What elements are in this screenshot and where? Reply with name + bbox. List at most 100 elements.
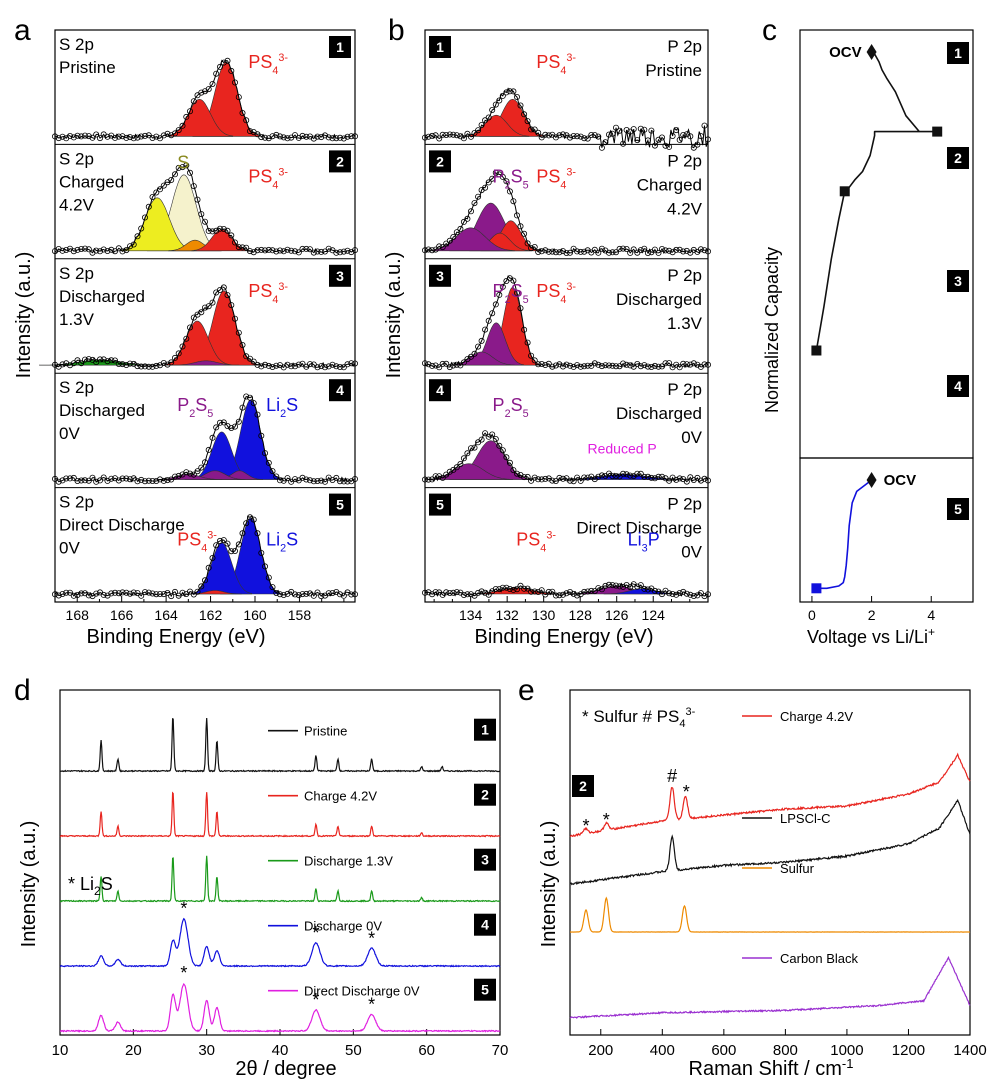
panel-a-spectrum-2-point	[175, 164, 182, 171]
panel-a-spectrum-5-point	[141, 589, 148, 596]
panel-a-spectrum-2-point	[303, 245, 310, 252]
panel-a-frame	[54, 29, 356, 603]
panel-a-spectrum-3-point	[344, 361, 351, 368]
panel-a-spectrum-5-point	[153, 591, 160, 598]
panel-a-spectrum-1-point	[269, 133, 276, 140]
panel-b-spectrum-5-point	[485, 591, 492, 598]
panel-b-spectrum-3-point	[425, 361, 432, 368]
panel-b-spectrum-5-point	[690, 593, 697, 600]
panel-b-spectrum-1-point	[598, 144, 605, 151]
panel-a-spectrum-4-point	[55, 478, 62, 485]
panel-b-spectrum-1-point	[584, 135, 591, 142]
panel-b-xtick-label: 128	[569, 607, 593, 623]
panel-e-mark-star: *	[683, 782, 690, 802]
panel-a-spectrum-3-point	[85, 356, 92, 363]
panel-b-spectrum-5-point	[634, 583, 641, 590]
panel-b-spectrum-1-point	[450, 131, 457, 138]
panel-b-spectrum-1-point	[443, 131, 450, 138]
panel-b-spectrum-3-point	[591, 360, 598, 367]
panel-b-spectrum-2-point	[524, 240, 531, 247]
panel-d-series-4-star: *	[312, 923, 319, 943]
panel-a-spectrum-2-point	[190, 183, 197, 190]
panel-b-spectrum-5-point	[478, 588, 485, 595]
panel-a-spectrum-1-point	[160, 132, 167, 139]
panel-e-xtick-label: 200	[588, 1042, 613, 1059]
panel-b-spectrum-1-point	[623, 127, 630, 134]
panel-e-xtick-label: 800	[773, 1042, 798, 1059]
panel-a-spectrum-5-point	[119, 589, 126, 596]
panel-b-spectrum-2-point	[485, 179, 492, 186]
panel-b-spectrum-2-point	[666, 247, 673, 254]
panel-c-ocv-label-lower: OCV	[884, 472, 917, 489]
panel-b-spectrum-4-point	[623, 471, 630, 478]
panel-a-spectrum-4-point	[303, 476, 310, 483]
panel-b-spectrum-1-envelope	[425, 87, 709, 149]
panel-a-spectrum-3-point	[63, 360, 70, 367]
panel-b-badge-2: 2	[436, 153, 444, 169]
panel-b-spectrum-2-point	[453, 229, 460, 236]
panel-b-spectrum-2-point	[467, 208, 474, 215]
panel-b-spectrum-1-point	[567, 134, 574, 141]
panel-b-spectrum-5-point	[574, 592, 581, 599]
panel-b-spectrum-4-point	[676, 475, 683, 482]
panel-a-spectrum-3-point	[261, 361, 268, 368]
panel-b-spectrum-1-point	[460, 135, 467, 142]
panel-a-spectrum-5-point	[123, 589, 130, 596]
panel-a-spectrum-5-point	[228, 548, 235, 555]
panel-b-spectrum-5-point	[460, 592, 467, 599]
panel-b-spectrum-1-point	[432, 132, 439, 139]
panel-a-spectrum-1-point	[168, 132, 175, 139]
panel-b-spectrum-3-point	[574, 362, 581, 369]
panel-b-spectrum-5-point	[552, 592, 559, 599]
panel-a-spectrum-3-point	[82, 356, 89, 363]
panel-b-spectrum-3-point	[602, 362, 609, 369]
panel-d-xtick-label: 70	[492, 1042, 509, 1059]
panel-a-spectrum-3-point	[153, 362, 160, 369]
panel-b-spectrum-5-point	[560, 591, 567, 598]
panel-a-spectrum-1-point	[55, 135, 62, 142]
panel-b-xtick-label: 126	[605, 607, 629, 623]
panel-a-spectrum-5-point	[171, 588, 178, 595]
panel-b-spectrum-3-point	[421, 360, 428, 367]
panel-a-spectrum-2-point	[288, 247, 295, 254]
panel-b-spectrum-5-point	[676, 590, 683, 597]
panel-a-spectrum-5-point	[291, 591, 298, 598]
panel-b-spectrum-4-point	[598, 472, 605, 479]
panel-a-spectrum-2-point	[123, 247, 130, 254]
panel-a-spectrum-4-point	[269, 468, 276, 475]
panel-a-spectrum-4-point	[340, 478, 347, 485]
panel-c-upper-curve-marker	[811, 345, 822, 356]
panel-b-spectrum-5-point	[528, 588, 535, 595]
panel-a-spectrum-1-point	[284, 135, 291, 142]
panel-a-spectrum-5-point	[269, 584, 276, 591]
panel-a-spectrum-2-point	[74, 246, 81, 253]
panel-b-spectrum-3-point	[531, 357, 538, 364]
panel-b-badge-4-box	[429, 379, 451, 402]
panel-b-spectrum-1-point	[535, 129, 542, 136]
panel-a-spectrum-3-point	[198, 309, 205, 316]
panel-b-spectrum-2-point	[517, 223, 524, 230]
panel-b-spectrum-3-point	[535, 361, 542, 368]
panel-b-spectrum-5-point	[616, 583, 623, 590]
panel-b-spectrum-5-point	[450, 589, 457, 596]
panel-b-spectrum-3-point	[528, 352, 535, 359]
panel-b-spectrum-4-annotation: P2S5	[493, 395, 529, 420]
panel-b-spectrum-2-point	[421, 247, 428, 254]
panel-a-spectrum-1-point	[198, 89, 205, 96]
panel-b-spectrum-2-point	[659, 245, 666, 252]
panel-e-ylabel: Intensity (a.u.)	[538, 821, 560, 948]
panel-b-spectrum-3-point	[521, 326, 528, 333]
panel-a-spectrum-3-point	[220, 284, 227, 291]
panel-a-spectrum-1-point	[93, 131, 100, 138]
panel-b-spectrum-5-point	[432, 589, 439, 596]
panel-a-spectrum-1-point	[209, 81, 216, 88]
panel-b-spectrum-1-point	[705, 136, 712, 143]
panel-b-spectrum-5-point	[697, 590, 704, 597]
panel-b-spectrum-2-point	[464, 215, 471, 222]
panel-letter-e: e	[518, 674, 535, 707]
panel-b-xtick-label: 132	[495, 607, 519, 623]
panel-a-spectrum-3-annotation: PS43-	[248, 281, 288, 306]
panel-e-xtick-label: 1200	[892, 1042, 925, 1059]
panel-a-xtick-label: 160	[243, 607, 267, 623]
panel-b-badge-3: 3	[436, 268, 444, 284]
